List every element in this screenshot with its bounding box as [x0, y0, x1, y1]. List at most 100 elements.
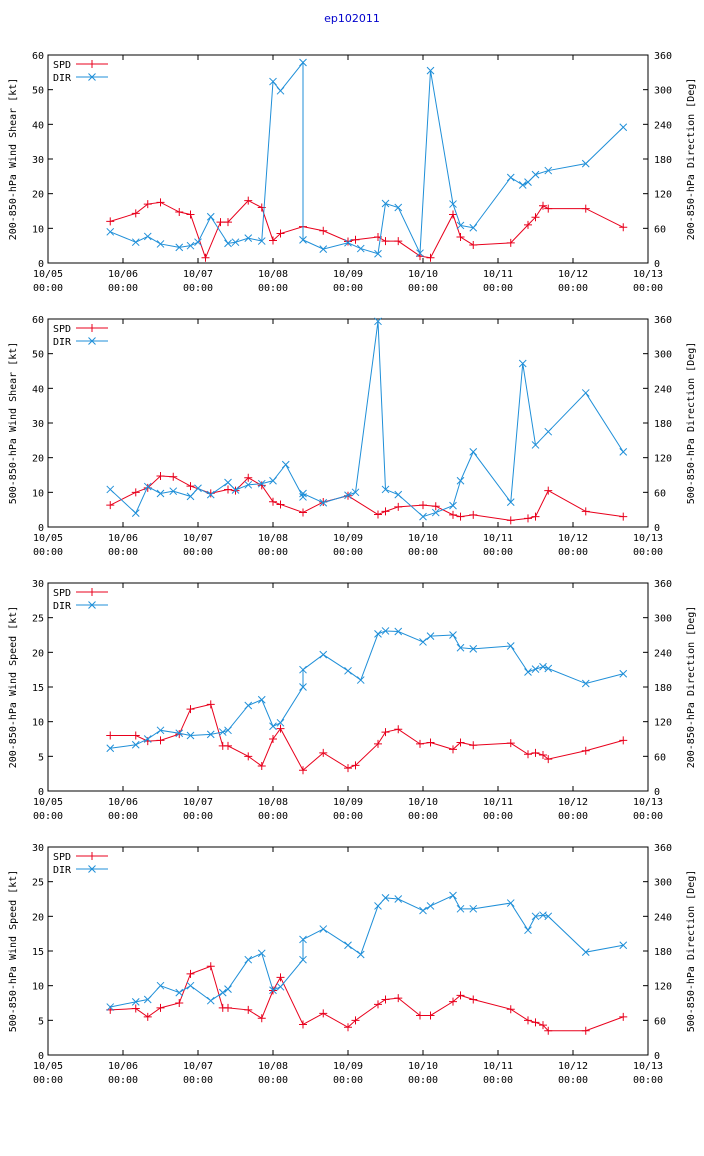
spd-point — [175, 208, 184, 217]
x-tick-label-date: 10/06 — [108, 533, 138, 544]
x-tick-label-date: 10/07 — [183, 533, 213, 544]
spd-point — [186, 210, 195, 219]
spd-point — [416, 1011, 424, 1020]
dir-point — [581, 159, 590, 168]
spd-point — [299, 766, 307, 775]
y2-tick-label: 120 — [654, 454, 672, 465]
dir-point — [299, 683, 307, 691]
y-tick-label: 0 — [38, 787, 44, 798]
series-line-spd — [110, 475, 624, 521]
x-tick-label-time: 00:00 — [483, 547, 513, 558]
dir-point — [175, 243, 184, 252]
x-tick-label-date: 10/06 — [108, 269, 138, 280]
x-tick-label-date: 10/08 — [258, 1061, 288, 1072]
spd-point — [506, 238, 515, 247]
y-tick-label: 25 — [32, 614, 44, 625]
dir-point — [426, 66, 435, 75]
dir-point — [394, 627, 403, 636]
dir-point — [506, 642, 515, 650]
y-tick-label: 10 — [32, 718, 44, 729]
dir-point — [106, 1003, 115, 1011]
spd-point — [419, 501, 427, 510]
spd-point — [539, 201, 547, 210]
dir-point — [381, 893, 390, 902]
x-tick-label-time: 00:00 — [258, 811, 288, 822]
spd-point — [186, 705, 195, 714]
dir-point — [131, 238, 140, 247]
x-tick-label-date: 10/13 — [633, 269, 663, 280]
chart-panel-4: 05101520253006012018024030036010/0500:00… — [8, 843, 697, 1086]
dir-point — [544, 166, 553, 175]
legend-label-spd: SPD — [53, 852, 71, 863]
dir-point — [381, 485, 390, 494]
y2-tick-label: 120 — [654, 190, 672, 201]
x-tick-label-date: 10/11 — [483, 269, 513, 280]
spd-point — [469, 240, 478, 249]
x-tick-label-time: 00:00 — [483, 1075, 513, 1086]
dir-point — [531, 441, 540, 449]
dir-point — [544, 664, 553, 673]
plot-frame — [47, 582, 649, 792]
y-tick-label: 20 — [32, 454, 44, 465]
dir-point — [506, 173, 515, 182]
dir-point — [276, 982, 285, 991]
y-tick-label: 0 — [38, 523, 44, 534]
spd-point — [224, 1003, 232, 1012]
spd-point — [426, 1011, 435, 1020]
dir-point — [244, 480, 253, 489]
dir-point — [186, 731, 195, 740]
y2-tick-label: 180 — [654, 419, 672, 430]
spd-point — [244, 752, 253, 761]
spd-point — [619, 1012, 628, 1021]
x-tick-label-date: 10/13 — [633, 1061, 663, 1072]
x-tick-label-time: 00:00 — [408, 1075, 438, 1086]
dir-point — [244, 955, 253, 964]
x-tick-label-time: 00:00 — [33, 547, 63, 558]
x-tick-label-date: 10/10 — [408, 1061, 438, 1072]
x-tick-label-time: 00:00 — [558, 547, 588, 558]
spd-point — [276, 973, 285, 982]
dir-point — [224, 985, 232, 993]
y2-tick-label: 360 — [654, 579, 672, 590]
dir-point — [269, 722, 277, 731]
spd-point — [449, 997, 457, 1006]
dir-point — [456, 643, 465, 652]
y-tick-label: 30 — [32, 419, 44, 430]
y-axis-label: 500-850-hPa Wind Shear [kt] — [8, 342, 19, 505]
dir-point — [344, 491, 352, 500]
dir-point — [224, 726, 232, 735]
dir-point — [506, 498, 515, 507]
spd-point — [374, 510, 382, 519]
dir-point — [231, 238, 240, 247]
dir-point — [416, 249, 424, 258]
y2-tick-label: 300 — [654, 350, 672, 361]
spd-point — [381, 995, 390, 1004]
legend-label-dir: DIR — [53, 865, 72, 876]
dir-point — [224, 239, 232, 248]
dir-point — [156, 489, 165, 498]
spd-point — [175, 999, 184, 1007]
spd-point — [524, 1016, 532, 1025]
spd-point — [506, 739, 515, 748]
spd-point — [344, 237, 352, 246]
dir-point — [449, 501, 457, 510]
y-tick-label: 5 — [38, 1016, 44, 1027]
dir-point — [186, 241, 195, 250]
x-tick-label-time: 00:00 — [633, 1075, 663, 1086]
dir-point — [299, 665, 307, 674]
spd-point — [299, 1020, 307, 1029]
dir-point — [257, 695, 266, 704]
x-tick-label-date: 10/09 — [333, 533, 363, 544]
dir-point — [194, 238, 202, 247]
spd-point — [257, 762, 266, 771]
dir-point — [244, 234, 253, 243]
spd-point — [381, 507, 390, 516]
x-tick-label-date: 10/09 — [333, 797, 363, 808]
spd-point — [469, 741, 478, 750]
y2-tick-label: 0 — [654, 523, 660, 534]
dir-point — [269, 77, 277, 86]
x-tick-label-date: 10/13 — [633, 797, 663, 808]
dir-point — [469, 448, 478, 456]
y-tick-label: 30 — [32, 843, 44, 854]
